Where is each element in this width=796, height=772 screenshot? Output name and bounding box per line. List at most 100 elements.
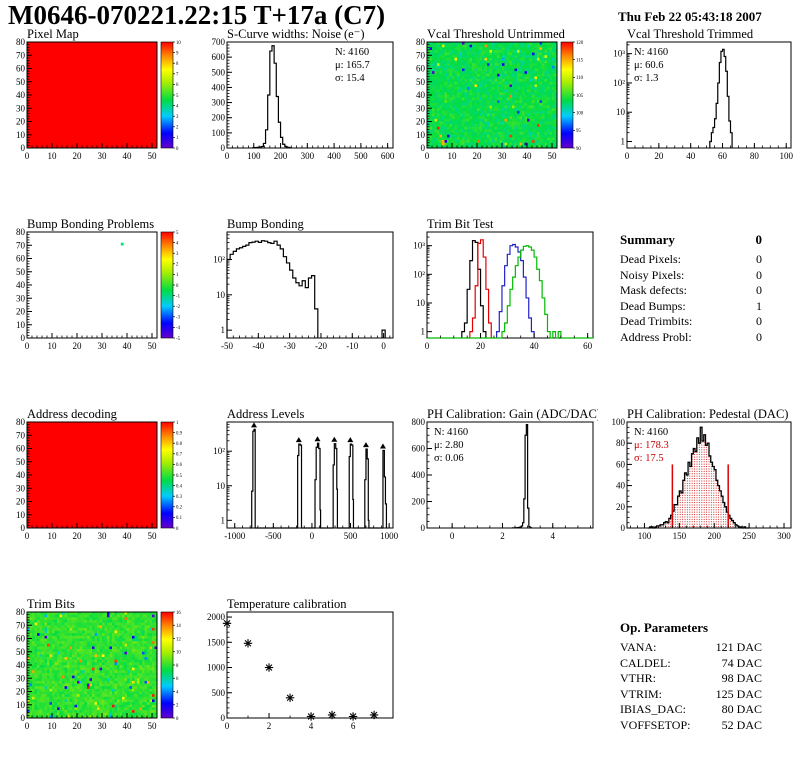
- plot-address-levels: Address Levels -1000 -500 0 500 1000 1 10 10²: [200, 408, 398, 558]
- svg-text:μ: 2.80: μ: 2.80: [434, 440, 464, 451]
- svg-text:0: 0: [21, 333, 26, 343]
- svg-text:5: 5: [176, 94, 179, 99]
- svg-text:σ: 0.06: σ: 0.06: [434, 453, 464, 464]
- svg-text:0: 0: [25, 151, 30, 161]
- plot-ph-pedestal: PH Calibration: Pedestal (DAC) 100 150 200 2…: [600, 408, 796, 558]
- svg-text:20: 20: [16, 307, 26, 317]
- svg-text:20: 20: [473, 151, 483, 161]
- op-parameter-row-value: 121 DAC: [715, 640, 762, 654]
- svg-text:-4: -4: [176, 326, 181, 331]
- svg-text:10²: 10²: [413, 269, 425, 279]
- svg-text:200: 200: [274, 151, 288, 161]
- svg-text:0: 0: [25, 341, 30, 351]
- svg-text:200: 200: [707, 531, 721, 541]
- summary-row-value: 0: [756, 314, 762, 328]
- svg-text:30: 30: [98, 531, 108, 541]
- svg-text:10³: 10³: [613, 49, 625, 59]
- svg-text:10: 10: [416, 130, 426, 140]
- op-parameter-row: CALDEL: 74 DAC: [620, 656, 762, 672]
- svg-text:100: 100: [576, 111, 584, 116]
- svg-text:60: 60: [16, 444, 26, 454]
- svg-text:0.4: 0.4: [176, 484, 183, 489]
- svg-text:0: 0: [21, 523, 26, 533]
- svg-text:10³: 10³: [413, 241, 425, 251]
- svg-text:Vcal Threshold Untrimmed: Vcal Threshold Untrimmed: [427, 28, 566, 41]
- svg-text:N: 4160: N: 4160: [335, 47, 369, 58]
- svg-text:6: 6: [176, 83, 179, 88]
- svg-text:40: 40: [16, 90, 26, 100]
- svg-text:N: 4160: N: 4160: [634, 47, 668, 58]
- svg-text:4: 4: [551, 531, 556, 541]
- svg-text:60: 60: [718, 151, 728, 161]
- svg-text:50: 50: [148, 341, 158, 351]
- svg-text:S-Curve widths: Noise (e⁻): S-Curve widths: Noise (e⁻): [227, 28, 364, 41]
- svg-text:1: 1: [621, 137, 626, 147]
- svg-text:10²: 10²: [213, 446, 225, 456]
- svg-text:150: 150: [673, 531, 687, 541]
- svg-text:3: 3: [176, 115, 179, 120]
- svg-text:40: 40: [123, 341, 133, 351]
- svg-text:10: 10: [216, 290, 226, 300]
- op-parameter-row: VTHR: 98 DAC: [620, 671, 762, 687]
- op-parameter-row-label: CALDEL:: [620, 655, 671, 670]
- svg-text:100: 100: [779, 151, 793, 161]
- svg-text:70: 70: [16, 240, 26, 250]
- svg-text:30: 30: [498, 151, 508, 161]
- svg-text:100: 100: [212, 128, 226, 138]
- op-parameter-row-label: IBIAS_DAC:: [620, 702, 687, 716]
- summary-row-label: Dead Pixels:: [620, 252, 681, 266]
- summary-row-value: 0: [756, 252, 762, 266]
- svg-text:60: 60: [16, 64, 26, 74]
- svg-text:-1: -1: [176, 294, 181, 299]
- svg-text:1: 1: [221, 515, 226, 525]
- svg-text:Pixel Map: Pixel Map: [27, 28, 79, 41]
- svg-text:70: 70: [416, 50, 426, 60]
- svg-text:10: 10: [16, 320, 26, 330]
- svg-text:20: 20: [654, 151, 664, 161]
- svg-text:300: 300: [212, 98, 226, 108]
- svg-text:10: 10: [16, 510, 26, 520]
- summary-row-label: Dead Trimbits:: [620, 314, 693, 328]
- svg-text:0: 0: [21, 143, 26, 153]
- svg-text:Trim Bits: Trim Bits: [27, 598, 75, 611]
- plot-trim-bit-test: Trim Bit Test 0 20 40 60 1 10 10² 10³: [400, 218, 598, 368]
- svg-text:600: 600: [212, 52, 226, 62]
- op-parameter-row-label: VTHR:: [620, 671, 656, 685]
- svg-text:50: 50: [16, 457, 26, 467]
- svg-text:10: 10: [16, 130, 26, 140]
- svg-text:0: 0: [381, 341, 386, 351]
- summary-row-label: Noisy Pixels:: [620, 267, 685, 282]
- svg-text:0.5: 0.5: [176, 474, 183, 479]
- svg-text:20: 20: [416, 117, 426, 127]
- svg-text:10²: 10²: [613, 78, 625, 88]
- svg-text:1000: 1000: [380, 531, 398, 541]
- op-parameter-row: VTRIM: 125 DAC: [620, 687, 762, 703]
- address-levels-canvas: Address Levels -1000 -500 0 500 1000 1 10 10²: [213, 408, 398, 541]
- svg-text:20: 20: [73, 341, 83, 351]
- svg-text:Bump Bonding: Bump Bonding: [227, 218, 304, 231]
- svg-text:80: 80: [16, 227, 26, 237]
- timestamp: Thu Feb 22 05:43:18 2007: [618, 9, 762, 24]
- svg-text:40: 40: [416, 90, 426, 100]
- page-title: M0646-070221.22:15 T+17a (C7): [8, 0, 386, 30]
- summary-row-label: Mask defects:: [620, 283, 687, 297]
- svg-text:200: 200: [212, 113, 226, 123]
- svg-text:10²: 10²: [213, 254, 225, 264]
- svg-text:-3: -3: [176, 316, 181, 321]
- svg-text:40: 40: [16, 280, 26, 290]
- svg-text:60: 60: [16, 254, 26, 264]
- svg-text:80: 80: [16, 417, 26, 427]
- svg-text:500: 500: [344, 531, 358, 541]
- svg-text:300: 300: [301, 151, 315, 161]
- svg-text:Vcal Threshold Trimmed: Vcal Threshold Trimmed: [627, 28, 754, 41]
- svg-text:10: 10: [176, 41, 181, 46]
- plot-bump-bonding: Bump Bonding -50 -40 -30 -20 -10 0 1 10 10²: [200, 218, 398, 368]
- op-parameter-row-label: VOFFSETOP:: [620, 717, 691, 732]
- svg-text:40: 40: [123, 531, 133, 541]
- op-parameters-panel: Op. Parameters VANA: 121 DAC CALDEL: 74 DAC…: [620, 620, 762, 733]
- svg-text:400: 400: [412, 470, 426, 480]
- svg-text:700: 700: [212, 37, 226, 47]
- op-parameter-row-label: VTRIM:: [620, 686, 662, 701]
